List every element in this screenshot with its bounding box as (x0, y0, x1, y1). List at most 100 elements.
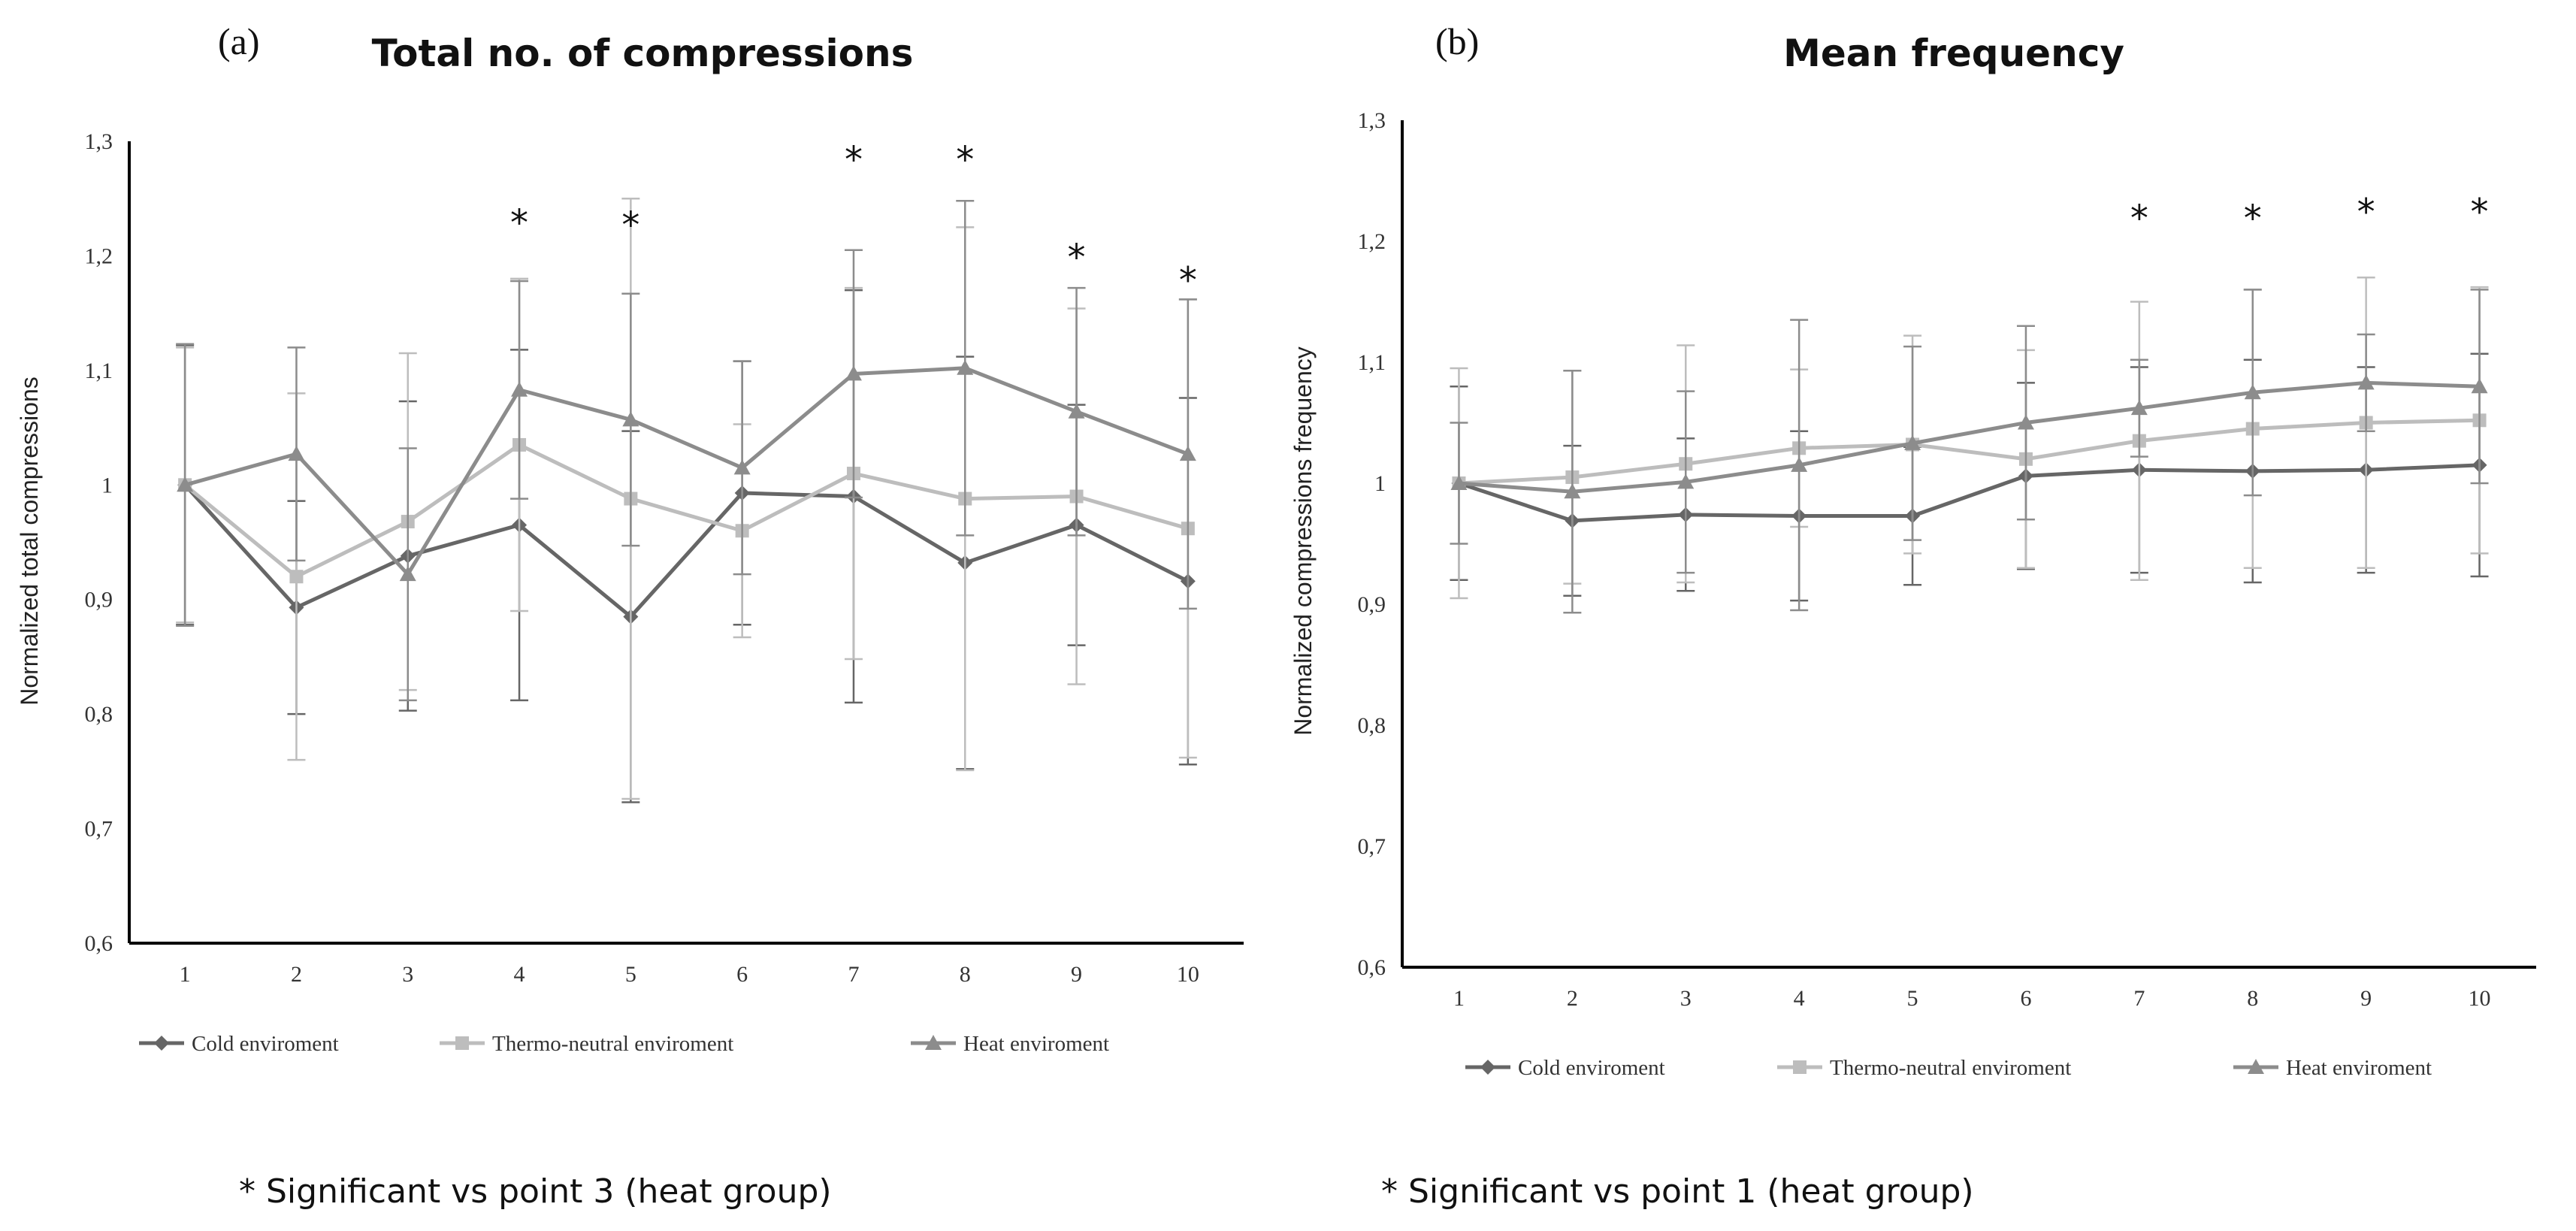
legend-label: Cold enviroment (1518, 1056, 1665, 1080)
x-tick-label: 8 (2247, 986, 2258, 1011)
series-line-thermo (1459, 418, 2480, 485)
y-tick-label: 0,6 (1358, 955, 1386, 980)
legend-entry-heat: Heat enviroment (911, 1032, 1109, 1056)
footnote-b: * Significant vs point 1 (heat group) (1381, 1172, 1974, 1211)
y-tick-label: 1,2 (1358, 229, 1386, 254)
significance-marker: * (1179, 259, 1197, 301)
y-tick-label: 1,1 (1358, 350, 1386, 375)
x-tick-label: 7 (2133, 986, 2145, 1011)
significance-marker: * (845, 139, 863, 181)
x-tick-label: 3 (1680, 986, 1692, 1011)
series-heat (1450, 289, 2489, 614)
series-line-heat (184, 366, 1189, 578)
x-tick-label: 9 (2360, 986, 2372, 1011)
series-line-heat (1459, 380, 2480, 494)
data-point-heat (177, 476, 194, 492)
series-line-cold (1458, 463, 2480, 523)
x-tick-label: 10 (1177, 962, 1199, 987)
chart-title: Total no. of compressions (372, 32, 914, 75)
data-point-heat (1068, 403, 1085, 419)
y-tick-label: 1,3 (1358, 108, 1386, 133)
data-point-heat (288, 446, 305, 461)
legend-label: Thermo-neutral enviroment (492, 1032, 733, 1056)
footnote-a: * Significant vs point 3 (heat group) (239, 1172, 832, 1211)
significance-marker: * (1068, 237, 1086, 279)
y-tick-label: 0,7 (1358, 834, 1386, 859)
legend-entry-thermo: Thermo-neutral enviroment (1777, 1056, 2071, 1080)
x-tick-label: 6 (2020, 986, 2031, 1011)
y-tick-label: 1,3 (85, 129, 113, 154)
series-thermo (176, 197, 1197, 800)
y-axis-label: Normalized total compressions (16, 377, 43, 706)
x-tick-label: 3 (402, 962, 413, 987)
data-point-heat (1450, 475, 1468, 490)
data-point-heat (1677, 473, 1695, 489)
x-tick-label: 4 (1794, 986, 1805, 1011)
y-tick-label: 1,2 (85, 243, 113, 268)
significance-marker: * (621, 204, 639, 247)
legend-marker (2248, 1059, 2264, 1074)
x-tick-label: 6 (736, 962, 748, 987)
legend-entry-cold: Cold enviroment (1465, 1056, 1665, 1080)
panel-label: (a) (218, 20, 260, 62)
data-point-heat (2130, 400, 2148, 416)
data-point-thermo (289, 570, 304, 584)
data-point-heat (957, 359, 974, 375)
significance-marker: * (2244, 198, 2262, 240)
data-point-heat (733, 459, 751, 475)
y-axis-label: Normalized compressions frequency (1290, 346, 1317, 736)
legend-marker (1793, 1060, 1807, 1074)
data-point-heat (1904, 434, 1921, 450)
y-tick-label: 0,8 (85, 702, 113, 727)
data-point-heat (2471, 378, 2488, 394)
legend-label: Heat enviroment (2286, 1056, 2432, 1080)
series-heat (176, 200, 1197, 702)
data-point-heat (1564, 483, 1581, 499)
data-point-heat (2357, 374, 2375, 390)
significance-marker: * (510, 202, 528, 244)
x-tick-label: 10 (2469, 986, 2491, 1011)
chart-0: (a) Total no. of compressions Normalized t… (16, 20, 1244, 1056)
y-tick-label: 0,9 (85, 588, 113, 612)
data-point-heat (511, 381, 528, 397)
series-thermo (1450, 277, 2489, 600)
x-tick-label: 7 (848, 962, 859, 987)
legend-entry-cold: Cold enviroment (139, 1032, 339, 1056)
series-cold (176, 289, 1197, 803)
data-point-heat (845, 365, 862, 381)
x-tick-label: 5 (1907, 986, 1918, 1011)
y-tick-label: 0,6 (85, 931, 113, 956)
chart-title: Mean frequency (1783, 32, 2124, 75)
x-tick-label: 2 (1567, 986, 1578, 1011)
data-point-heat (2244, 384, 2261, 400)
x-tick-label: 1 (1453, 986, 1465, 1011)
x-tick-label: 9 (1071, 962, 1082, 987)
data-point-heat (622, 411, 639, 427)
legend-marker (154, 1036, 169, 1051)
significance-marker: * (2130, 198, 2148, 240)
chart-1: (b) Mean frequency Normalized compressions… (1290, 20, 2536, 1080)
y-tick-label: 1,1 (85, 358, 113, 383)
y-tick-label: 0,8 (1358, 713, 1386, 738)
legend-marker (455, 1036, 469, 1050)
data-point-heat (399, 566, 416, 582)
legend-entry-thermo: Thermo-neutral enviroment (440, 1032, 733, 1056)
panel-label: (b) (1435, 20, 1479, 62)
legend-marker (925, 1035, 942, 1050)
x-tick-label: 2 (291, 962, 302, 987)
legend-marker (1480, 1060, 1495, 1075)
series-cold (1450, 352, 2489, 602)
significance-marker: * (2471, 192, 2489, 234)
legend-label: Thermo-neutral enviroment (1830, 1056, 2071, 1080)
significance-marker: * (956, 139, 974, 181)
y-tick-label: 1 (1374, 471, 1386, 496)
data-point-heat (1179, 446, 1196, 461)
data-point-heat (1791, 456, 1808, 472)
data-point-heat (2017, 414, 2034, 430)
series-line-thermo (183, 443, 1189, 579)
series-line-cold (183, 483, 1189, 620)
y-tick-label: 0,9 (1358, 592, 1386, 617)
y-tick-label: 1 (101, 473, 113, 498)
significance-marker: * (2357, 192, 2375, 234)
